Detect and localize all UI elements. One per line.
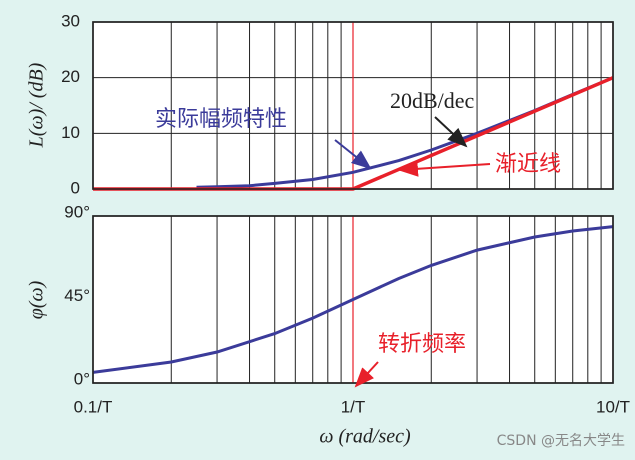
plot-frame [92, 21, 614, 190]
x-tick-label: 0.1/T [74, 397, 113, 416]
annotation-arrow [398, 160, 491, 177]
y-axis-label: L(ω)/ (dB) [26, 62, 48, 148]
x-tick-label: 10/T [596, 397, 630, 416]
annotation: 转折频率 [378, 331, 466, 356]
y-tick-label: 0° [74, 369, 90, 388]
annotation-arrow [354, 361, 379, 388]
y-tick-label: 45° [64, 286, 90, 305]
x-axis-label: ω (rad/sec) [319, 426, 411, 448]
plot-frame [92, 215, 614, 384]
y-axis-label: φ(ω) [26, 280, 48, 319]
annotation-arrow [434, 116, 468, 148]
y-tick-label: 30 [61, 11, 80, 30]
annotation-arrow [334, 139, 372, 170]
annotation: 20dB/dec [390, 88, 475, 113]
y-tick-label: 90° [64, 202, 90, 221]
y-tick-label: 10 [61, 123, 80, 142]
y-tick-label: 0 [71, 178, 80, 197]
annotation: 实际幅频特性 [155, 106, 287, 131]
watermark: CSDN @无名大学生 [497, 433, 625, 449]
y-tick-label: 20 [61, 67, 80, 86]
x-tick-label: 1/T [341, 397, 366, 416]
data-line [92, 225, 614, 374]
annotation: 渐近线 [495, 151, 561, 176]
